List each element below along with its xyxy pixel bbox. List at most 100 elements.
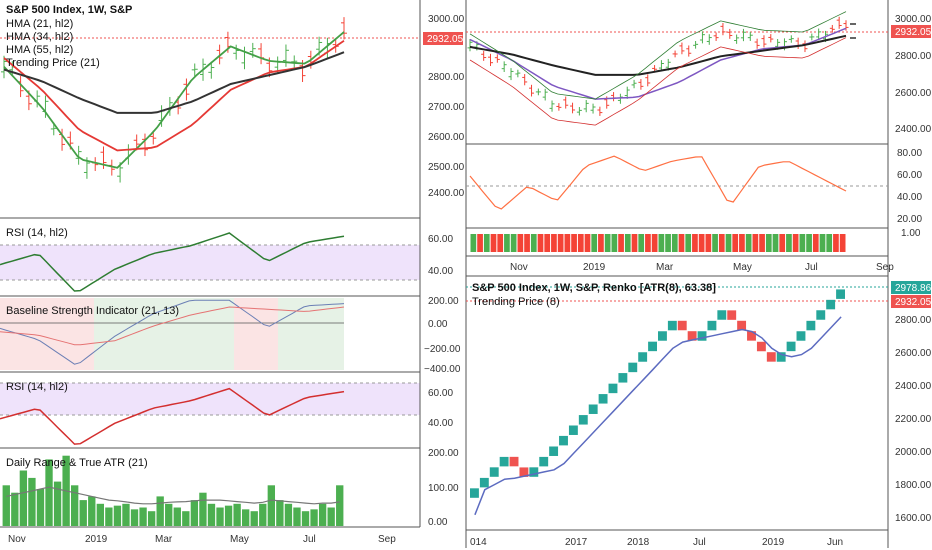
renko-brick-up bbox=[470, 488, 479, 498]
atr-bar bbox=[113, 505, 122, 526]
hist-bar bbox=[477, 234, 483, 252]
rt-ma-slow-line bbox=[469, 34, 847, 76]
atr-bar bbox=[190, 500, 199, 526]
rt-band-lower bbox=[469, 37, 847, 126]
time-tick: Jun bbox=[827, 537, 843, 548]
bsi-bear-zone-2 bbox=[234, 298, 278, 370]
hist-bar bbox=[678, 234, 685, 252]
left-chart-title: S&P 500 Index, 1W, S&P bbox=[6, 4, 132, 16]
bsi-bear-zone-1 bbox=[0, 298, 94, 370]
renko-brick-down bbox=[677, 320, 687, 331]
hist-bar bbox=[765, 234, 772, 252]
atr-bar bbox=[28, 477, 36, 526]
hma-line-0 bbox=[3, 31, 345, 169]
hist-bar bbox=[524, 234, 530, 252]
renko-brick-up bbox=[568, 425, 578, 435]
hist-bar bbox=[745, 234, 752, 252]
atr-bar bbox=[276, 500, 284, 526]
hist-bar bbox=[645, 234, 651, 252]
atr-title[interactable]: Daily Range & True ATR (21) bbox=[6, 457, 148, 469]
atr-bar bbox=[301, 511, 310, 526]
hist-bar bbox=[497, 234, 504, 252]
atr-tick: 0.00 bbox=[428, 517, 448, 528]
time-tick: Jul bbox=[303, 534, 316, 545]
hist-bar bbox=[739, 234, 745, 252]
hist-bar bbox=[752, 234, 759, 252]
time-tick: Nov bbox=[510, 262, 528, 273]
bsi-title[interactable]: Baseline Strength Indicator (21, 13) bbox=[6, 305, 179, 317]
time-tick: Mar bbox=[155, 534, 173, 545]
osc-tick: 40.00 bbox=[897, 192, 922, 203]
time-tick: Sep bbox=[876, 262, 894, 273]
left-hma-lines bbox=[3, 31, 345, 169]
renko-top-label: 2978.86 bbox=[895, 283, 932, 294]
renko-brick-up bbox=[608, 383, 618, 394]
time-tick: 2019 bbox=[583, 262, 606, 273]
hist-bar bbox=[510, 234, 517, 252]
renko-brick-up bbox=[816, 310, 826, 320]
atr-bar bbox=[36, 489, 45, 526]
hist-bar bbox=[826, 234, 833, 252]
rsi-overbought-band bbox=[0, 245, 420, 280]
renko-brick-up bbox=[658, 331, 667, 341]
hist-bar bbox=[712, 234, 718, 252]
rsi2-line bbox=[0, 387, 345, 445]
hist-bar bbox=[799, 234, 806, 252]
hist-bar bbox=[671, 234, 678, 252]
time-tick: 2017 bbox=[565, 537, 588, 548]
left-rsi2 bbox=[0, 387, 345, 445]
time-tick: Mar bbox=[656, 262, 674, 273]
price-tick: 2500.00 bbox=[428, 162, 465, 173]
renko-brick-down bbox=[687, 331, 697, 341]
atr-tick: 200.00 bbox=[428, 448, 459, 459]
time-tick: 2019 bbox=[85, 534, 108, 545]
rsi-title[interactable]: RSI (14, hl2) bbox=[6, 227, 68, 239]
hist-bar bbox=[551, 234, 557, 252]
atr-bar bbox=[96, 503, 104, 526]
legend-hma34[interactable]: HMA (34, hl2) bbox=[6, 31, 73, 43]
atr-bar bbox=[336, 485, 344, 526]
rt-price-label: 2932.05 bbox=[895, 27, 932, 38]
renko-brick-up bbox=[529, 467, 539, 477]
price-tick: 2200.00 bbox=[895, 414, 932, 425]
hist-bar bbox=[517, 234, 524, 252]
atr-bar bbox=[88, 496, 96, 526]
hist-bar bbox=[819, 234, 826, 252]
hist-bar bbox=[611, 234, 618, 252]
left-bsi bbox=[0, 299, 345, 365]
right-top-oscillator bbox=[469, 155, 847, 210]
price-tick: 2400.00 bbox=[428, 188, 465, 199]
price-tick: 2000.00 bbox=[895, 447, 932, 458]
atr-bar bbox=[71, 485, 79, 526]
renko-brick-up bbox=[648, 341, 657, 352]
renko-top-label-bg bbox=[891, 281, 931, 294]
atr-bar bbox=[182, 511, 190, 526]
renko-brick-up bbox=[836, 289, 845, 299]
right-top-histogram bbox=[470, 234, 846, 252]
hist-bar bbox=[698, 234, 705, 252]
price-tick: 2600.00 bbox=[428, 132, 465, 143]
renko-legend[interactable]: Trending Price (8) bbox=[472, 296, 560, 308]
renko-brick-up bbox=[707, 320, 717, 331]
time-tick: Nov bbox=[8, 534, 26, 545]
legend-trending-price[interactable]: Trending Price (21) bbox=[6, 57, 100, 69]
renko-brick-up bbox=[559, 435, 568, 446]
hist-bar bbox=[732, 234, 739, 252]
renko-brick-down bbox=[509, 456, 519, 467]
atr-bar bbox=[327, 507, 335, 526]
time-tick: May bbox=[230, 534, 249, 545]
hist-bar bbox=[833, 234, 839, 252]
legend-hma55[interactable]: HMA (55, hl2) bbox=[6, 44, 73, 56]
renko-brick-up bbox=[826, 299, 836, 310]
time-tick: May bbox=[733, 262, 752, 273]
rsi2-title[interactable]: RSI (14, hl2) bbox=[6, 381, 68, 393]
bsi-tick: −200.00 bbox=[424, 344, 461, 355]
legend-hma21[interactable]: HMA (21, hl2) bbox=[6, 18, 73, 30]
price-tick: 3000.00 bbox=[895, 14, 932, 25]
time-tick: Sep bbox=[378, 534, 396, 545]
renko-brick-up bbox=[549, 446, 559, 456]
price-tick: 2700.00 bbox=[428, 102, 465, 113]
renko-brick-down bbox=[766, 352, 776, 362]
renko-price-label-bg bbox=[891, 295, 931, 308]
